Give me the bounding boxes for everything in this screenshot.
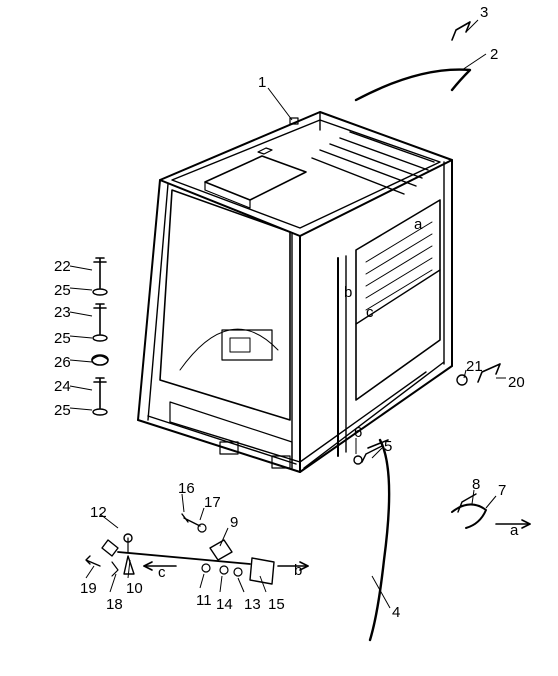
ref-letter-c: c bbox=[366, 304, 374, 321]
callout-11: 11 bbox=[196, 592, 212, 609]
callout-25: 25 bbox=[54, 330, 71, 347]
callout-24: 24 bbox=[54, 378, 71, 395]
ref-letter-a: a bbox=[510, 522, 518, 539]
callout-23: 23 bbox=[54, 304, 71, 321]
callout-1: 1 bbox=[258, 74, 266, 91]
callout-16: 16 bbox=[178, 480, 195, 497]
ref-letter-a: a bbox=[414, 216, 422, 233]
callout-10: 10 bbox=[126, 580, 143, 597]
callout-6: 6 bbox=[354, 424, 362, 441]
callout-4: 4 bbox=[392, 604, 400, 621]
callout-8: 8 bbox=[472, 476, 480, 493]
callout-5: 5 bbox=[384, 438, 392, 455]
diagram-canvas: 1234567891011121314151617181920212223242… bbox=[0, 0, 558, 676]
callout-9: 9 bbox=[230, 514, 238, 531]
callout-15: 15 bbox=[268, 596, 285, 613]
callout-25: 25 bbox=[54, 402, 71, 419]
callout-13: 13 bbox=[244, 596, 261, 613]
callout-20: 20 bbox=[508, 374, 525, 391]
ref-letter-c: c bbox=[158, 564, 166, 581]
ref-letter-b: b bbox=[294, 562, 302, 579]
callout-19: 19 bbox=[80, 580, 97, 597]
callout-2: 2 bbox=[490, 46, 498, 63]
cab-linework bbox=[0, 0, 558, 676]
callout-14: 14 bbox=[216, 596, 233, 613]
callout-17: 17 bbox=[204, 494, 221, 511]
callout-26: 26 bbox=[54, 354, 71, 371]
callout-21: 21 bbox=[466, 358, 483, 375]
callout-7: 7 bbox=[498, 482, 506, 499]
callout-22: 22 bbox=[54, 258, 71, 275]
ref-letter-b: b bbox=[344, 284, 352, 301]
callout-25: 25 bbox=[54, 282, 71, 299]
callout-18: 18 bbox=[106, 596, 123, 613]
callout-3: 3 bbox=[480, 4, 488, 21]
callout-12: 12 bbox=[90, 504, 107, 521]
